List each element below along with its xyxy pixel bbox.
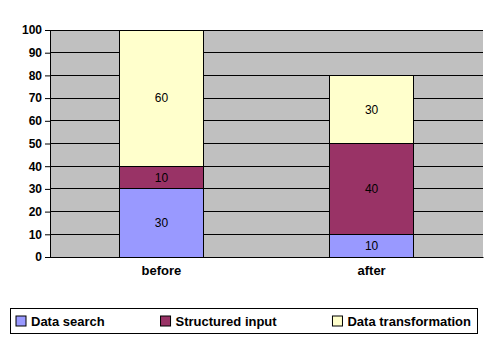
bar-segment bbox=[330, 75, 414, 143]
x-axis-line bbox=[51, 257, 484, 258]
legend-box bbox=[11, 309, 478, 334]
y-tick-mark bbox=[45, 53, 50, 54]
y-tick-label: 50 bbox=[29, 137, 43, 151]
plot-background bbox=[50, 30, 483, 257]
plot: 30 10 10 40 60 30 0 10 20 30 40 50 60 70 80 90 100 before… bbox=[22, 23, 484, 278]
y-tick: 60 bbox=[29, 114, 50, 128]
x-axis: before after bbox=[51, 257, 484, 278]
y-axis-line bbox=[45, 31, 51, 258]
grid-line bbox=[50, 234, 483, 235]
legend-swatch bbox=[16, 316, 26, 326]
bar-segment bbox=[119, 189, 203, 257]
y-tick-mark bbox=[45, 144, 50, 145]
legend: Data search Structured input Data transfor… bbox=[11, 309, 478, 334]
y-tick-mark bbox=[45, 212, 50, 213]
y-tick-label: 20 bbox=[29, 205, 43, 219]
y-tick: 90 bbox=[29, 46, 50, 60]
y-tick-label: 90 bbox=[29, 46, 43, 60]
y-axis: 0 10 20 30 40 50 60 70 80 90 100 bbox=[22, 23, 51, 264]
y-tick-label: 80 bbox=[29, 69, 43, 83]
y-tick-label: 30 bbox=[29, 182, 43, 196]
y-tick-label: 60 bbox=[29, 114, 43, 128]
y-tick: 20 bbox=[29, 205, 50, 219]
y-tick-label: 40 bbox=[29, 160, 43, 174]
y-tick: 70 bbox=[29, 91, 50, 105]
data-label: 60 bbox=[155, 91, 169, 105]
bar-segment bbox=[119, 30, 203, 166]
grid-line bbox=[50, 257, 483, 258]
y-tick: 40 bbox=[29, 160, 50, 174]
grid-line bbox=[50, 75, 483, 76]
y-tick-mark bbox=[45, 98, 50, 99]
x-tick: after bbox=[358, 257, 386, 278]
y-tick-mark bbox=[45, 166, 50, 167]
legend-swatch bbox=[332, 316, 342, 326]
bar-segment bbox=[330, 144, 414, 235]
data-label: 30 bbox=[365, 103, 379, 117]
legend-label: Data search bbox=[31, 314, 105, 329]
y-tick-mark bbox=[45, 257, 50, 258]
grid-line bbox=[50, 188, 483, 189]
grid-line bbox=[50, 52, 483, 53]
grid bbox=[50, 30, 483, 257]
chart-container: 30 10 10 40 60 30 0 10 20 30 40 50 60 70 80 90 100 before… bbox=[0, 0, 487, 343]
bar-segment bbox=[330, 234, 414, 257]
data-label: 10 bbox=[365, 239, 379, 253]
grid-line bbox=[50, 143, 483, 144]
data-label: 10 bbox=[155, 171, 169, 185]
legend-label: Structured input bbox=[176, 314, 278, 329]
bars bbox=[119, 30, 413, 257]
y-tick: 50 bbox=[29, 137, 50, 151]
data-labels: 30 10 10 40 60 30 bbox=[155, 91, 379, 253]
y-tick-mark bbox=[45, 234, 50, 235]
y-tick-mark bbox=[45, 75, 50, 76]
grid-line bbox=[50, 98, 483, 99]
legend-item: Data transformation bbox=[332, 314, 471, 329]
y-tick: 100 bbox=[22, 23, 50, 37]
y-tick: 10 bbox=[29, 228, 50, 242]
legend-item: Structured input bbox=[161, 314, 278, 329]
grid-line bbox=[50, 166, 483, 167]
data-label: 40 bbox=[365, 182, 379, 196]
y-tick-label: 0 bbox=[35, 250, 42, 264]
y-tick-label: 10 bbox=[29, 228, 43, 242]
y-tick-mark bbox=[45, 121, 50, 122]
y-tick-label: 100 bbox=[22, 23, 42, 37]
legend-label: Data transformation bbox=[347, 314, 471, 329]
y-tick: 0 bbox=[35, 250, 50, 264]
legend-item: Data search bbox=[16, 314, 105, 329]
legend-swatch bbox=[161, 316, 171, 326]
y-tick: 30 bbox=[29, 182, 50, 196]
grid-line bbox=[50, 120, 483, 121]
x-tick: before bbox=[142, 257, 182, 278]
data-label: 30 bbox=[155, 216, 169, 230]
chart-svg: 30 10 10 40 60 30 0 10 20 30 40 50 60 70 80 90 100 before… bbox=[0, 0, 487, 343]
y-tick-mark bbox=[45, 189, 50, 190]
grid-line bbox=[50, 30, 483, 31]
bar-segment bbox=[119, 166, 203, 189]
x-tick-label: after bbox=[358, 263, 386, 278]
y-tick-label: 70 bbox=[29, 91, 43, 105]
grid-line bbox=[50, 211, 483, 212]
y-tick: 80 bbox=[29, 69, 50, 83]
x-tick-label: before bbox=[142, 263, 182, 278]
y-tick-mark bbox=[45, 30, 50, 31]
